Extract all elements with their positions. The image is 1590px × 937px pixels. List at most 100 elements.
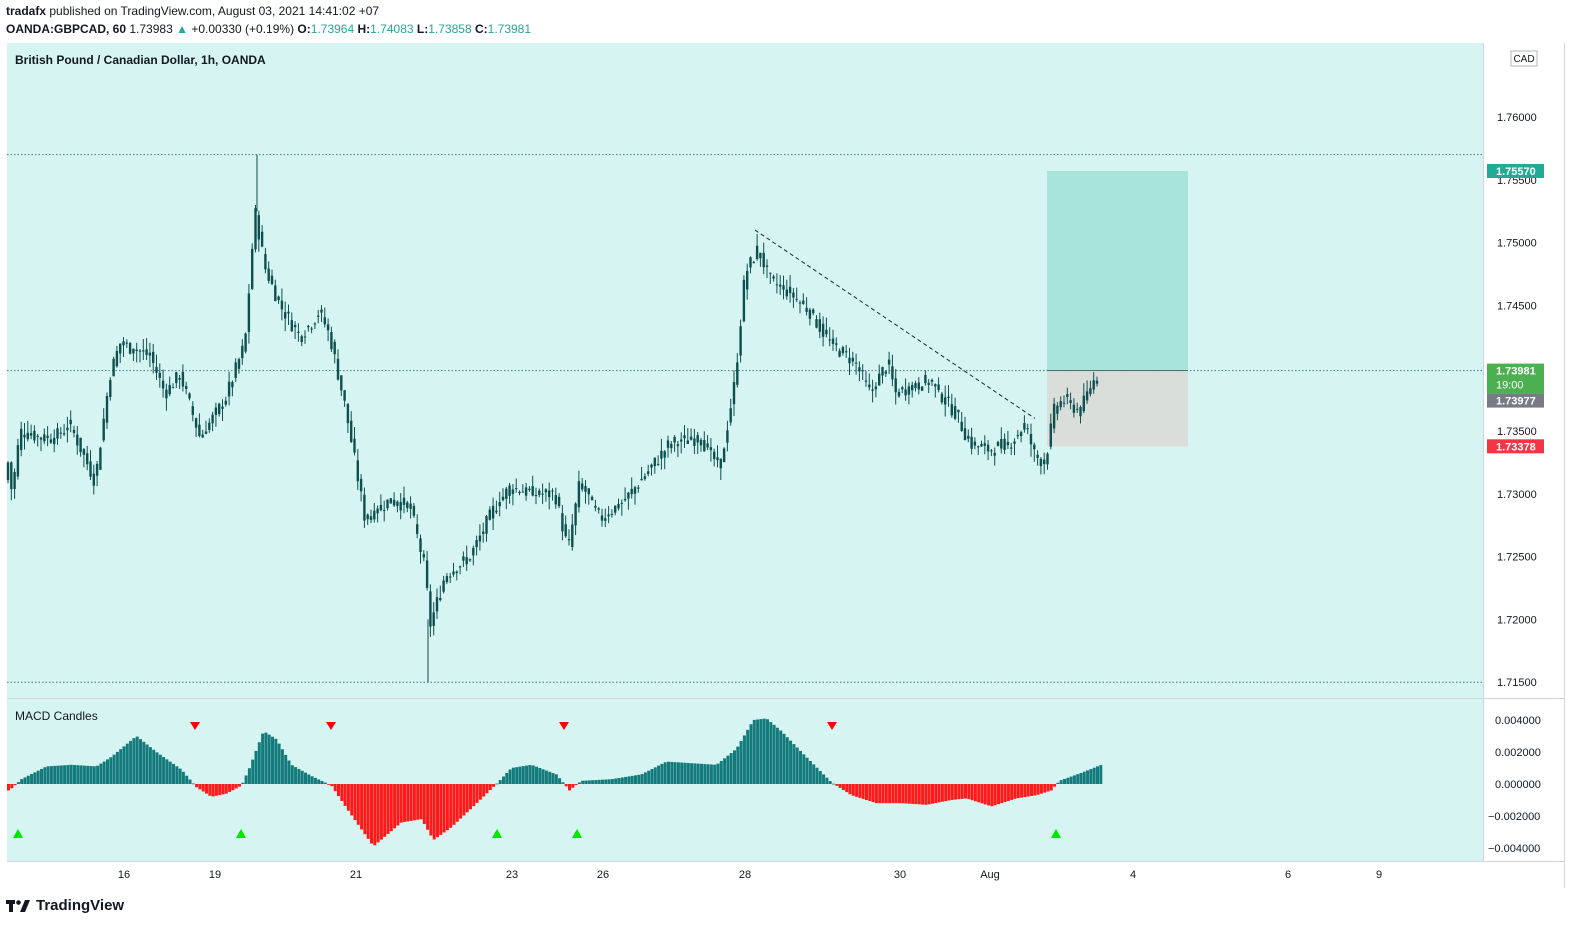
time-axis[interactable] — [7, 862, 1483, 888]
candle-body — [957, 409, 960, 413]
macd-bar — [581, 780, 585, 784]
time-tick-label: 23 — [506, 869, 518, 881]
candle-body — [1039, 458, 1043, 467]
macd-bar — [805, 757, 809, 784]
candle-body — [904, 389, 907, 396]
currency-badge[interactable] — [1510, 50, 1538, 67]
macd-bar — [604, 779, 608, 784]
candle-body — [788, 286, 792, 294]
candle-body — [247, 293, 251, 332]
candle-body — [716, 457, 719, 461]
candle-body — [521, 491, 524, 493]
candle-body — [412, 505, 416, 516]
macd-bar — [696, 763, 700, 784]
macd-bar — [1026, 784, 1030, 797]
macd-bar — [591, 780, 595, 784]
macd-bar — [643, 772, 647, 784]
macd-bar — [927, 784, 931, 805]
candle-body — [498, 502, 501, 507]
macd-bar — [759, 719, 763, 784]
macd-bar — [647, 770, 651, 784]
macd-bar — [1013, 784, 1017, 799]
candle-body — [1033, 444, 1036, 450]
candle-body — [851, 357, 854, 362]
macd-bar — [1006, 784, 1010, 801]
last-price: 1.73983 — [129, 22, 173, 36]
macd-bar — [195, 784, 199, 788]
macd-bar — [716, 763, 720, 784]
candle-body — [630, 488, 633, 495]
candle-body — [79, 437, 82, 453]
close-value: 1.73981 — [487, 22, 532, 36]
macd-bar — [132, 738, 136, 784]
candle-body — [703, 440, 706, 452]
macd-bar — [459, 784, 463, 819]
candle-body — [650, 464, 653, 468]
macd-bar — [274, 738, 278, 784]
macd-bar — [59, 765, 63, 784]
macd-bar — [33, 772, 37, 784]
macd-bar — [884, 784, 888, 804]
candle-body — [838, 350, 841, 357]
macd-bar — [997, 784, 1000, 805]
macd-bar — [96, 765, 100, 784]
candle-body — [152, 351, 155, 363]
macd-bar — [779, 730, 783, 784]
candle-body — [112, 358, 115, 377]
macd-bar — [165, 759, 169, 784]
candle-body — [49, 439, 53, 443]
candle-body — [191, 406, 194, 415]
sell-signal-icon — [190, 722, 200, 730]
candle-body — [742, 279, 746, 322]
long-position-tool[interactable] — [1047, 171, 1188, 447]
candle-body — [607, 514, 610, 517]
macd-bar — [1049, 784, 1053, 791]
sell-signal-icon — [559, 722, 569, 730]
candle-body — [934, 384, 937, 387]
macd-bar — [1039, 784, 1043, 794]
macd-axis-labels: 0.004000 0.002000 0.000000 −0.002000 −0.0040… — [1488, 715, 1541, 855]
candle-body — [973, 441, 977, 446]
macd-bar — [76, 765, 80, 784]
candle-body — [719, 458, 722, 469]
macd-bar — [752, 719, 756, 784]
macd-bar — [310, 776, 314, 784]
macd-bar — [571, 784, 575, 788]
macd-bar — [772, 724, 776, 784]
macd-bar — [832, 783, 835, 785]
candle-body — [293, 324, 297, 328]
candle-body — [812, 309, 815, 314]
macd-bar — [271, 736, 274, 784]
buy-signal-icon — [492, 829, 502, 838]
low-value: 1.73858 — [428, 22, 472, 36]
macd-bar — [102, 761, 106, 784]
macd-bar — [20, 779, 24, 784]
candle-body — [303, 336, 307, 338]
candle-body — [125, 342, 128, 344]
trendline-drawing[interactable] — [754, 229, 1036, 419]
macd-bar — [703, 764, 707, 784]
macd-bar — [680, 762, 684, 784]
candle-body — [538, 490, 541, 495]
tradingview-branding[interactable]: TradingView — [6, 897, 124, 914]
macd-bar — [290, 765, 294, 784]
macd-bar — [485, 784, 489, 794]
macd-bar — [1066, 777, 1070, 784]
candle-body — [993, 452, 996, 456]
time-tick-label: 21 — [350, 869, 362, 881]
macd-bar — [201, 784, 205, 792]
candle-body — [821, 323, 825, 337]
candle-body — [970, 436, 973, 449]
macd-bar — [218, 784, 222, 796]
candle-body — [1016, 435, 1019, 437]
macd-bar — [488, 784, 492, 791]
publisher-name[interactable]: tradafx — [6, 4, 47, 18]
candle-body — [917, 382, 920, 390]
change-up-icon: ▲ — [176, 22, 188, 36]
candle-body — [779, 284, 782, 287]
candle-body — [924, 374, 927, 384]
macd-bar — [10, 784, 14, 789]
candle-body — [86, 453, 89, 465]
macd-tick-label: −0.002000 — [1488, 811, 1540, 823]
